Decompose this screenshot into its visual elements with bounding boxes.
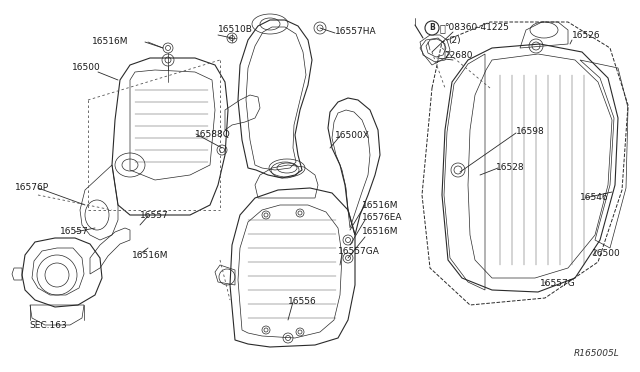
Text: 16557GA: 16557GA (338, 247, 380, 257)
Text: Ⓑ: Ⓑ (440, 23, 446, 33)
Text: 16598: 16598 (516, 128, 545, 137)
Text: 16528: 16528 (496, 163, 525, 171)
Text: 16500: 16500 (592, 250, 621, 259)
Text: 16557: 16557 (140, 211, 169, 219)
Text: 16557: 16557 (60, 228, 89, 237)
Text: 16500: 16500 (72, 64, 100, 73)
Text: 16576EA: 16576EA (362, 214, 403, 222)
Text: 16556: 16556 (288, 298, 317, 307)
Text: 22680: 22680 (444, 51, 472, 60)
Text: 16516M: 16516M (362, 228, 399, 237)
Text: 16516M: 16516M (132, 250, 168, 260)
Text: SEC.163: SEC.163 (29, 321, 67, 330)
Text: 16546: 16546 (580, 193, 609, 202)
Text: B: B (429, 23, 435, 32)
Text: 16516M: 16516M (92, 38, 129, 46)
Text: (2): (2) (448, 36, 461, 45)
Circle shape (425, 21, 439, 35)
Text: 16526: 16526 (572, 32, 600, 41)
Text: 16500X: 16500X (335, 131, 370, 140)
Text: 16557G: 16557G (540, 279, 576, 288)
Text: R165005L: R165005L (574, 349, 620, 358)
Text: 16576P: 16576P (15, 183, 49, 192)
Text: 16510B: 16510B (218, 26, 253, 35)
Text: 16588Q: 16588Q (195, 129, 231, 138)
Text: 16557HA: 16557HA (335, 28, 376, 36)
Text: 16516M: 16516M (362, 201, 399, 209)
Text: °08360-41225: °08360-41225 (444, 23, 509, 32)
